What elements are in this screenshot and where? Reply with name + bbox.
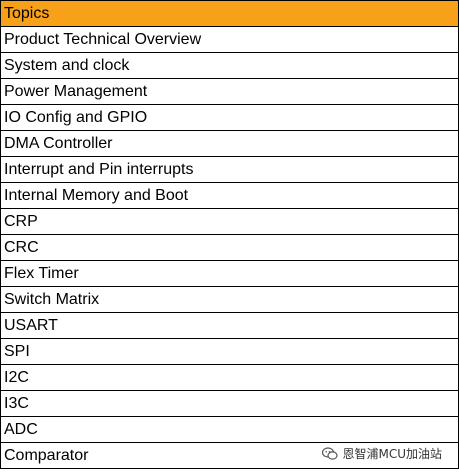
table-row: CRC [0, 234, 459, 261]
table-row: ADC [0, 416, 459, 443]
topic-cell: IO Config and GPIO [0, 104, 459, 131]
table-row: Power Management [0, 78, 459, 105]
topic-cell: Product Technical Overview [0, 26, 459, 53]
watermark: 恩智浦MCU加油站 [319, 444, 445, 463]
watermark-text: 恩智浦MCU加油站 [342, 447, 442, 461]
topic-cell: USART [0, 312, 459, 339]
topic-cell: ADC [0, 416, 459, 443]
topic-cell: I3C [0, 390, 459, 417]
topic-cell: System and clock [0, 52, 459, 79]
topic-cell: Power Management [0, 78, 459, 105]
topic-cell: DMA Controller [0, 130, 459, 157]
topic-cell: I2C [0, 364, 459, 391]
table-row: Product Technical Overview [0, 26, 459, 53]
topic-cell: CRP [0, 208, 459, 235]
table-row: IO Config and GPIO [0, 104, 459, 131]
table-row: CRP [0, 208, 459, 235]
table-row: Flex Timer [0, 260, 459, 287]
table-row: USART [0, 312, 459, 339]
table-row: Internal Memory and Boot [0, 182, 459, 209]
topic-cell: Internal Memory and Boot [0, 182, 459, 209]
table-row: I3C [0, 390, 459, 417]
table-row: I2C [0, 364, 459, 391]
table-row: Switch Matrix [0, 286, 459, 313]
topic-cell: SPI [0, 338, 459, 365]
table-row: System and clock [0, 52, 459, 79]
wechat-icon [322, 446, 339, 460]
topic-cell: Interrupt and Pin interrupts [0, 156, 459, 183]
table-row: Interrupt and Pin interrupts [0, 156, 459, 183]
topic-cell: CRC [0, 234, 459, 261]
table-row: SPI [0, 338, 459, 365]
topics-header: Topics [0, 0, 459, 27]
table-row: DMA Controller [0, 130, 459, 157]
topic-cell: Switch Matrix [0, 286, 459, 313]
topic-cell: Flex Timer [0, 260, 459, 287]
table-header-row: Topics [0, 0, 459, 27]
